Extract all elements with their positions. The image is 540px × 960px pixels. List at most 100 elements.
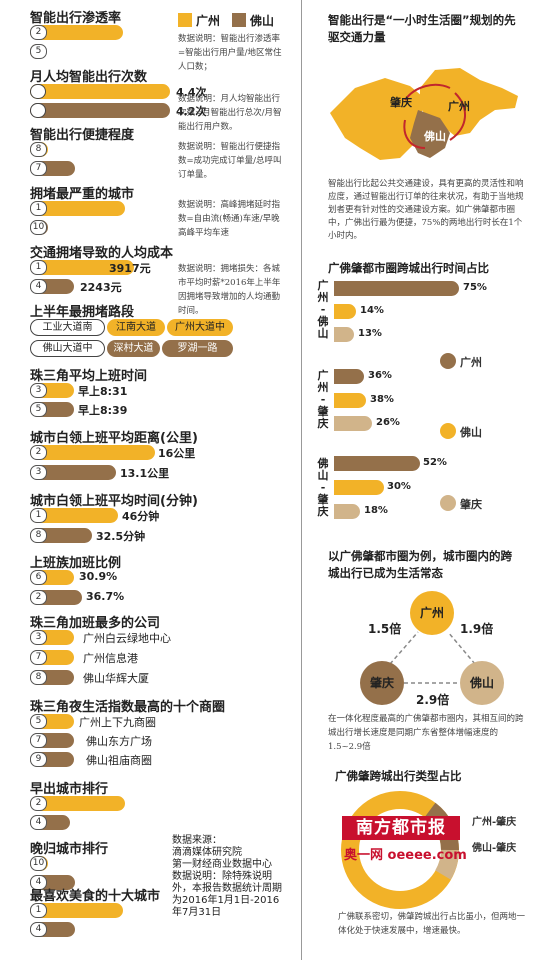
bar-guangzhou bbox=[30, 445, 155, 460]
map-label-zhaoqing: 肇庆 bbox=[389, 95, 412, 109]
legend-guangzhou-label: 广州 bbox=[196, 14, 221, 28]
rank-badge: 1 bbox=[30, 508, 47, 523]
section-title-commute-duration: 城市白领上班平均时间(分钟) bbox=[30, 494, 198, 509]
value-foshan: 13.1公里 bbox=[120, 467, 170, 480]
road-guangzhou-3: 广州大道中 bbox=[167, 319, 233, 336]
section-title-commute-distance: 城市白领上班平均距离(公里) bbox=[30, 431, 198, 446]
rank-badge: 2 bbox=[30, 796, 47, 811]
legend-label-guangzhou: 广州 bbox=[460, 356, 482, 369]
section-title-food: 最喜欢美食的十大城市 bbox=[30, 889, 161, 904]
value-guangzhou: 46分钟 bbox=[122, 510, 160, 523]
legend-foshan-swatch bbox=[232, 13, 246, 27]
value-foshan: 36.7% bbox=[86, 590, 125, 603]
rank-badge: 4 bbox=[30, 922, 47, 937]
rank-badge: 4 bbox=[30, 279, 47, 294]
note-congestion: 数据说明：高峰拥堵延时指数=自由流(畅通)车速/早晚高峰平均车速 bbox=[178, 200, 281, 238]
bar-foshan bbox=[30, 465, 116, 480]
value-guangzhou: 3917元 bbox=[109, 262, 151, 275]
note-penetration: 数据说明：智能出行渗透率=智能出行用户量/地区常住人口数； bbox=[178, 34, 282, 72]
bar-group1-guangzhou bbox=[334, 281, 459, 296]
bar-group1-zhaoqing bbox=[334, 327, 354, 342]
source-line: 数据来源： bbox=[172, 835, 222, 846]
cycle-title: 以广佛肇都市圈为例，城市圈内的跨城出行已成为生活常态 bbox=[328, 549, 512, 580]
section-title-commute-time: 珠三角平均上班时间 bbox=[30, 369, 148, 384]
value-group2-2: 38% bbox=[370, 394, 394, 405]
note-congestion-cost: 数据说明：拥堵损失：各城市平均时薪*2016年上半年因拥堵导致增加的人均通勤时间… bbox=[178, 264, 281, 316]
map-region-foshan bbox=[410, 110, 450, 158]
rank-badge: 10 bbox=[30, 220, 47, 235]
group-label-gz-fs: 广州-佛山 bbox=[317, 279, 329, 340]
arrow-guangzhou-foshan bbox=[449, 92, 466, 141]
rank-badge: 1 bbox=[30, 903, 47, 918]
bar-guangzhou bbox=[30, 796, 125, 811]
section-title-nightlife: 珠三角夜生活指数最高的十个商圈 bbox=[30, 700, 226, 715]
column-divider bbox=[301, 0, 302, 960]
legend-dot-foshan bbox=[440, 423, 456, 439]
map-caption: 智能出行比起公共交通建设，具有更高的灵活性和响应度，通过智能出行订单的往来状况，… bbox=[328, 179, 524, 241]
company-label: 广州信息港 bbox=[83, 652, 138, 665]
bar-foshan bbox=[30, 103, 170, 118]
road-foshan-2: 深村大道 bbox=[107, 340, 160, 357]
value-guangzhou: 16公里 bbox=[158, 447, 196, 460]
road-foshan-3: 罗湖一路 bbox=[162, 340, 233, 357]
rank-badge: 5 bbox=[30, 402, 47, 417]
donut-title: 广佛肇跨城出行类型占比 bbox=[335, 769, 462, 783]
arrow-zq-gz bbox=[389, 631, 419, 665]
note-monthly-trips: 数据说明：月人均智能出行次数=月智能出行总次/月智能出行用户数。 bbox=[178, 94, 282, 132]
ratio-zq-gz: 1.5倍 bbox=[368, 621, 401, 636]
group-label-fs-zq: 佛山-肇庆 bbox=[317, 457, 329, 518]
bar-group2-guangzhou bbox=[334, 369, 364, 384]
rank-badge: 6 bbox=[30, 570, 47, 585]
rank-badge: 5 bbox=[30, 44, 47, 59]
node-label-guangzhou: 广州 bbox=[420, 605, 444, 620]
value-guangzhou: 早上8:31 bbox=[78, 385, 128, 398]
rank-badge: 5 bbox=[30, 714, 47, 729]
section-title-overtime-companies: 珠三角加班最多的公司 bbox=[30, 616, 161, 631]
district-label: 佛山东方广场 bbox=[86, 735, 152, 748]
legend-dot-zhaoqing bbox=[440, 495, 456, 511]
rank-badge: 3 bbox=[30, 465, 47, 480]
legend-dot-guangzhou bbox=[440, 353, 456, 369]
section-title-convenience: 智能出行便捷程度 bbox=[30, 128, 135, 143]
cross-time-title: 广佛肇都市圈跨城出行时间占比 bbox=[328, 261, 489, 275]
map-title: 智能出行是“一小时生活圈”规划的先驱交通力量 bbox=[328, 13, 516, 44]
bar-group2-foshan bbox=[334, 393, 366, 408]
node-label-foshan: 佛山 bbox=[469, 675, 494, 690]
rank-badge: 1 bbox=[30, 201, 47, 216]
ratio-zq-fs: 2.9倍 bbox=[416, 692, 449, 707]
value-group1-1: 75% bbox=[463, 282, 487, 293]
section-title-congestion-cost: 交通拥堵导致的人均成本 bbox=[30, 246, 174, 261]
district-label: 广州上下九商圈 bbox=[79, 716, 156, 729]
company-label: 广州白云绿地中心 bbox=[83, 632, 171, 645]
legend-label-zhaoqing: 肇庆 bbox=[460, 498, 482, 511]
rank-badge: 8 bbox=[30, 670, 47, 685]
bar-cap bbox=[30, 84, 46, 99]
bar-group2-zhaoqing bbox=[334, 416, 372, 431]
value-group2-1: 36% bbox=[368, 370, 392, 381]
arrow-foshan-zhaoqing bbox=[403, 119, 426, 149]
map-region-zhaoqing bbox=[330, 78, 422, 160]
value-foshan: 2243元 bbox=[80, 281, 122, 294]
bar-group3-foshan bbox=[334, 480, 384, 495]
legend-foshan-label: 佛山 bbox=[250, 14, 275, 28]
rank-badge: 3 bbox=[30, 383, 47, 398]
rank-badge: 7 bbox=[30, 650, 47, 665]
rank-badge: 7 bbox=[30, 733, 47, 748]
road-guangzhou-1: 工业大道南 bbox=[30, 319, 105, 336]
bar-group3-guangzhou bbox=[334, 456, 420, 471]
value-group3-1: 52% bbox=[423, 457, 447, 468]
section-title-early: 早出城市排行 bbox=[30, 782, 109, 797]
source-line: 滴滴媒体研究院 bbox=[172, 847, 242, 858]
node-guangzhou bbox=[410, 591, 454, 635]
group-label-gz-zq: 广州-肇庆 bbox=[317, 369, 329, 430]
rank-badge: 3 bbox=[30, 630, 47, 645]
source-line: 数据说明：除特殊说明外，本报告数据统计周期为2016年1月1日-2016年7月3… bbox=[172, 871, 282, 918]
value-group3-2: 30% bbox=[387, 481, 411, 492]
bar-guangzhou bbox=[30, 84, 170, 99]
rank-badge: 2 bbox=[30, 445, 47, 460]
rank-badge: 7 bbox=[30, 161, 47, 176]
donut-label-fs-zq: 佛山-肇庆 bbox=[472, 843, 517, 854]
rank-badge: 2 bbox=[30, 25, 47, 40]
cycle-caption: 在一体化程度最高的广佛肇都市圈内，其相互间的跨城出行增长速度是同期广东省整体增幅… bbox=[328, 714, 524, 752]
rank-badge: 10 bbox=[30, 856, 47, 871]
